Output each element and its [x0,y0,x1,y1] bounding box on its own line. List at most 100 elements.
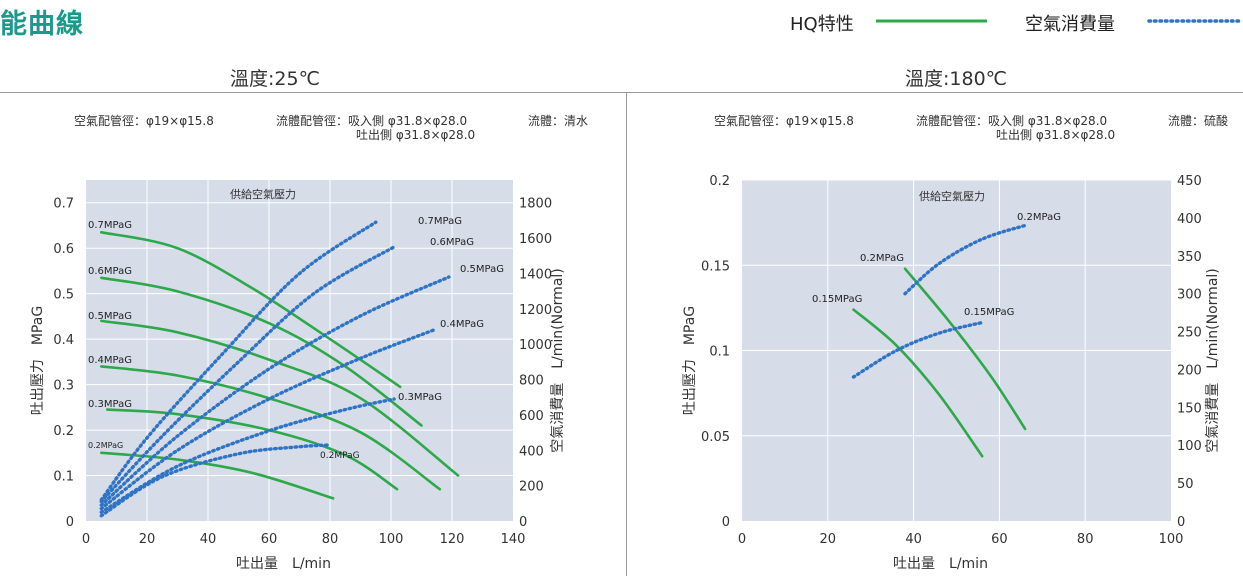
y2-tick-label: 300 [1177,288,1202,303]
hq-curve-0.6MPaG [100,276,423,427]
y-tick-label: 0.15 [701,259,730,274]
hq-curve-0.2MPaG [903,267,1027,431]
y-axis-label: 吐出壓力 MPaG [682,306,698,415]
y-tick-label: 0.3 [53,379,74,394]
y-tick-label: 0.7 [53,197,74,212]
air-curve-0.15MPaG [851,320,984,379]
hq-curve-label: 0.5MPaG [88,311,132,322]
x-tick-label: 80 [1077,532,1094,547]
spec-fluid-pipe-out: 吐出側 φ31.8×φ28.0 [356,128,476,142]
air-curve-label: 0.5MPaG [460,264,504,275]
legend-hq-swatch [876,19,987,23]
spec-air-pipe-180: 空氣配管徑：φ19×φ15.8 [714,114,854,128]
air-curve-label: 0.7MPaG [418,216,462,227]
x-tick-label: 100 [379,532,404,547]
x-tick-label: 0 [82,532,90,547]
spec-fluid-pipe-out-180: 吐出側 φ31.8×φ28.0 [996,128,1116,142]
y-tick-label: 0.5 [53,288,74,303]
y-tick-label: 0.1 [709,345,730,360]
hq-curve-label: 0.4MPaG [88,355,132,366]
hq-curve-label: 0.7MPaG [88,220,132,231]
air-curve-0.5MPaG [99,275,451,507]
y-tick-label: 0.2 [53,424,74,439]
air-curve-label: 0.3MPaG [398,392,442,403]
x-tick-label: 40 [200,532,217,547]
x-tick-label: 140 [501,532,526,547]
x-tick-label: 80 [322,532,339,547]
x-tick-label: 60 [991,532,1008,547]
hq-curve-label: 0.3MPaG [88,399,132,410]
air-curve-0.7MPaG [99,220,378,502]
y-axis-label: 吐出壓力 MPaG [30,306,46,415]
y-tick-label: 0.2 [709,174,730,189]
x-axis-label: 吐出量 L/min [236,556,331,572]
air-curve-0.2MPaG [903,223,1027,296]
spec-fluid: 流體：清水 [528,114,589,128]
x-tick-label: 40 [905,532,922,547]
air-curve-0.4MPaG [99,328,436,511]
y2-tick-label: 1800 [519,197,552,212]
y2-tick-label: 200 [519,480,544,495]
supply-pressure-annotation: 供給空氣壓力 [919,189,985,203]
hq-curve-label: 0.6MPaG [88,266,132,277]
y-tick-label: 0.05 [701,430,730,445]
y-tick-label: 0.6 [53,242,74,257]
air-curve-label: 0.2MPaG [320,451,360,461]
x-tick-label: 100 [1159,532,1184,547]
air-curve-label: 0.15MPaG [964,307,1014,318]
legend-air-swatch [1147,19,1243,23]
y-tick-label: 0.4 [53,333,74,348]
hq-curve-label: 0.2MPaG [88,441,123,450]
legend: HQ特性 空氣消費量 [790,8,1243,38]
y2-tick-label: 1000 [519,338,552,353]
y2-tick-label: 1200 [519,303,552,318]
y2-tick-label: 600 [519,409,544,424]
x-tick-label: 60 [261,532,278,547]
y2-tick-label: 250 [1177,326,1202,341]
y2-tick-label: 50 [1177,477,1194,492]
y-tick-label: 0.1 [53,470,74,485]
spec-fluid-180: 流體：硫酸 [1168,114,1229,128]
x-axis-label: 吐出量 L/min [893,556,988,572]
air-curve-label: 0.6MPaG [430,237,474,248]
legend-air-label: 空氣消費量 [1025,14,1115,35]
x-tick-label: 20 [139,532,156,547]
spec-fluid-pipe-in-180: 流體配管徑：吸入側 φ31.8×φ28.0 [916,114,1108,128]
header-divider-left [0,92,626,93]
air-curve-label: 0.2MPaG [1017,212,1061,223]
y2-tick-label: 0 [1177,515,1185,530]
air-curve-label: 0.4MPaG [440,319,484,330]
hq-curve-0.7MPaG [100,231,402,389]
y2-axis-label: 空氣消費量 L/min(Normal) [550,268,566,453]
y2-tick-label: 1400 [519,267,552,282]
x-tick-label: 0 [738,532,746,547]
hq-curve-label: 0.15MPaG [812,294,862,305]
header-divider-right [627,92,1243,93]
spec-air-pipe: 空氣配管徑：φ19×φ15.8 [74,114,214,128]
y2-tick-label: 400 [1177,212,1202,227]
air-curve-0.2MPaG [99,443,332,518]
y-tick-label: 0 [66,515,74,530]
y2-tick-label: 100 [1177,439,1202,454]
legend-hq-label: HQ特性 [790,14,854,35]
y2-tick-label: 350 [1177,250,1202,265]
hq-curve-0.2MPaG [100,451,335,500]
y2-tick-label: 1600 [519,232,552,247]
panel-title-25c: 溫度:25℃ [230,68,320,90]
y-tick-label: 0 [722,515,730,530]
hq-curve-label: 0.2MPaG [860,253,904,264]
y2-tick-label: 450 [1177,174,1202,189]
panel-title-180c: 溫度:180℃ [905,68,1008,90]
y2-tick-label: 800 [519,374,544,389]
air-curve-0.6MPaG [99,245,396,504]
spec-fluid-pipe-in: 流體配管徑：吸入側 φ31.8×φ28.0 [276,114,468,128]
x-tick-label: 20 [820,532,837,547]
y2-tick-label: 400 [519,444,544,459]
y2-tick-label: 200 [1177,363,1202,378]
panel-divider [626,92,627,576]
supply-pressure-annotation: 供給空氣壓力 [230,187,296,201]
y2-tick-label: 150 [1177,401,1202,416]
page-title: 能曲線 [0,9,84,40]
hq-curve-0.15MPaG [852,308,984,458]
